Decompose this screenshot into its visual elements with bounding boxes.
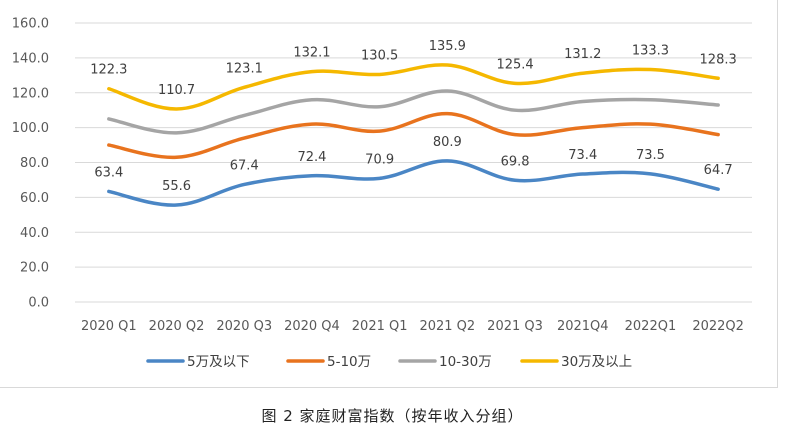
series-line-3: [107, 89, 720, 135]
data-label: 63.4: [94, 165, 123, 180]
y-tick-label: 160.0: [12, 17, 49, 32]
series-lines: [107, 63, 720, 207]
y-tick-label: 80.0: [20, 156, 49, 171]
series-line-1: [107, 159, 720, 207]
x-tick-label: 2020 Q3: [216, 319, 272, 334]
data-label: 64.7: [704, 163, 733, 178]
y-tick-label: 100.0: [12, 121, 49, 136]
legend-label: 5-10万: [327, 354, 371, 370]
y-tick-label: 40.0: [20, 226, 49, 241]
x-tick-label: 2021 Q3: [487, 319, 543, 334]
x-tick-label: 2021 Q1: [352, 319, 408, 334]
x-tick-label: 2022Q1: [625, 319, 677, 334]
y-tick-label: 120.0: [12, 86, 49, 101]
x-tick-label: 2021Q4: [557, 319, 609, 334]
data-label: 130.5: [361, 48, 398, 63]
series-line-4: [107, 63, 720, 111]
data-label: 122.3: [90, 63, 127, 78]
data-label: 135.9: [429, 39, 466, 54]
x-axis-ticks: 2020 Q1 2020 Q2 2020 Q3 2020 Q4 2021 Q1 2021 …: [81, 319, 744, 334]
data-label: 69.8: [501, 154, 530, 169]
data-label: 72.4: [297, 150, 326, 165]
line-chart: 0.020.040.060.080.0100.0120.0140.0160.0 …: [12, 17, 752, 370]
x-tick-label: 2020 Q1: [81, 319, 137, 334]
legend: 5万及以下 5-10万 10-30万 30万及以上: [146, 354, 632, 370]
series-line-2: [107, 111, 720, 160]
data-label: 123.1: [226, 61, 263, 76]
y-tick-label: 140.0: [12, 51, 49, 66]
chart-frame: 0.0 20.0 40.0 60.0 80.0 100.0 120.0 140.0 160.0 …: [0, 0, 778, 388]
legend-label: 30万及以上: [561, 354, 632, 370]
data-label: 131.2: [564, 47, 601, 62]
y-tick-label: 0.0: [28, 296, 49, 311]
data-label: 128.3: [700, 52, 737, 67]
legend-label: 10-30万: [439, 354, 492, 370]
data-label: 73.5: [636, 148, 665, 163]
data-label: 125.4: [496, 57, 533, 72]
data-label: 70.9: [365, 152, 394, 167]
y-tick-label: 60.0: [20, 191, 49, 206]
figure-caption: 图 2 家庭财富指数（按年收入分组）: [261, 407, 524, 425]
x-tick-label: 2020 Q4: [284, 319, 340, 334]
legend-label: 5万及以下: [187, 354, 250, 370]
data-label: 80.9: [433, 135, 462, 150]
x-tick-label: 2021 Q2: [419, 319, 475, 334]
data-label: 132.1: [293, 46, 330, 61]
x-tick-label: 2020 Q2: [149, 319, 205, 334]
data-label: 133.3: [632, 44, 669, 59]
data-label: 55.6: [162, 179, 191, 194]
data-label: 73.4: [568, 148, 597, 163]
data-label: 110.7: [158, 83, 195, 98]
y-tick-label: 20.0: [20, 261, 49, 276]
gridlines: [75, 22, 752, 303]
x-tick-label: 2022Q2: [692, 319, 744, 334]
y-axis-ticks: 0.0 20.0 40.0 60.0 80.0 100.0 120.0 140.0 160.0: [12, 17, 49, 311]
data-label: 67.4: [230, 158, 259, 173]
data-labels: 63.4 55.6 67.4 72.4 70.9 80.9 69.8 73.4 73.5 64.7…: [90, 39, 737, 194]
